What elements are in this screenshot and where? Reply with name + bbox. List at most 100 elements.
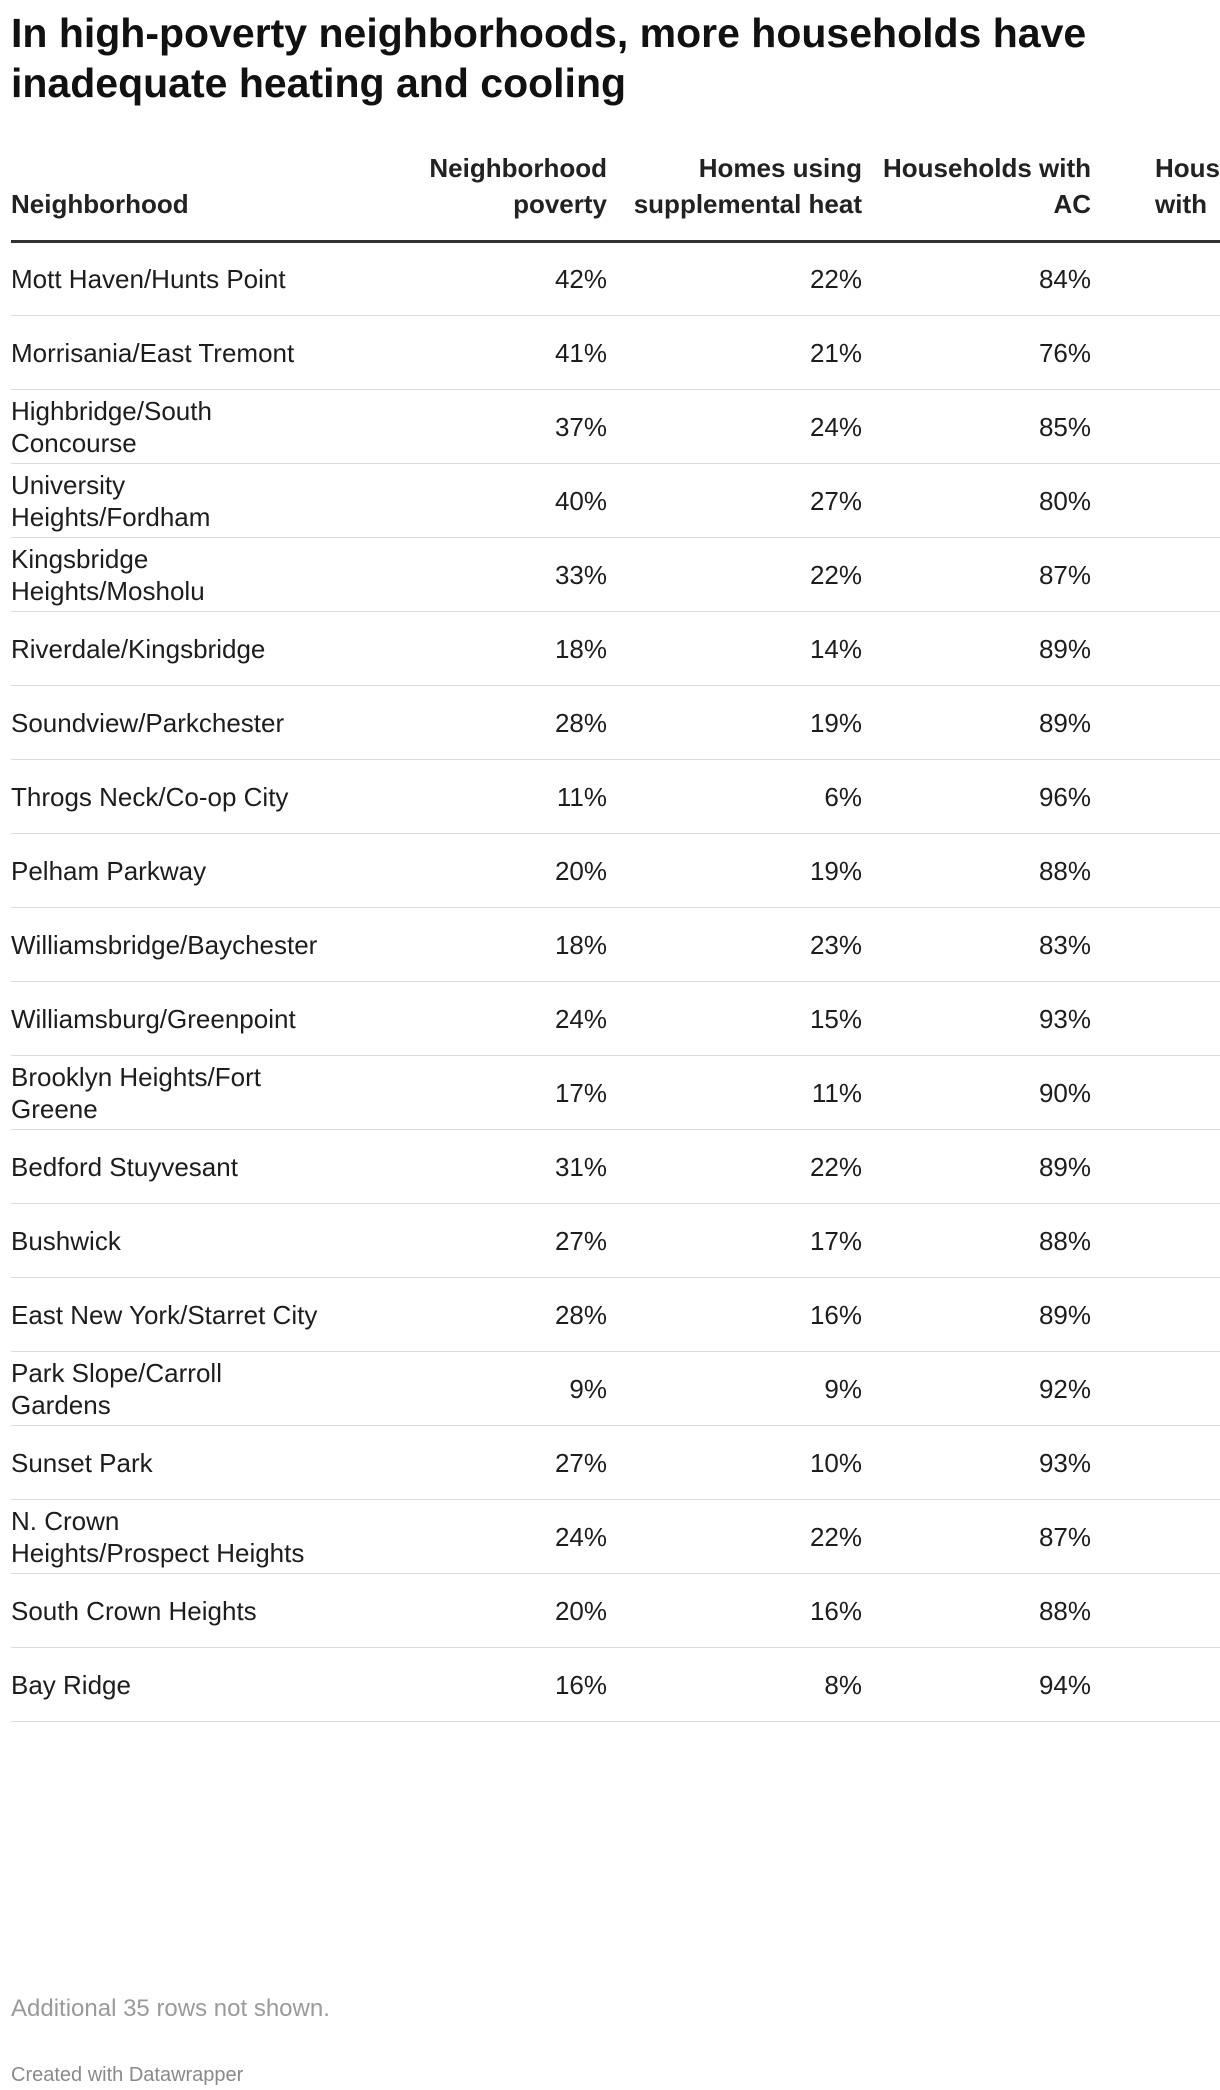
- value-cell: 40%: [360, 463, 607, 538]
- table-row: Bedford Stuyvesant 31% 22% 89%: [11, 1129, 1220, 1204]
- value-cell: 83%: [862, 907, 1091, 982]
- neighborhood-cell: Highbridge/South Concourse: [11, 389, 360, 464]
- value-cell: 24%: [360, 981, 607, 1056]
- clipped-cell: [1091, 1499, 1220, 1574]
- value-cell: 90%: [862, 1055, 1091, 1130]
- value-cell: 87%: [862, 1499, 1091, 1574]
- value-cell: 24%: [360, 1499, 607, 1574]
- value-cell: 9%: [607, 1351, 862, 1426]
- table-row: Highbridge/South Concourse 37% 24% 85%: [11, 389, 1220, 464]
- neighborhood-cell: Williamsburg/Greenpoint: [11, 981, 360, 1056]
- table-row: Mott Haven/Hunts Point 42% 22% 84%: [11, 241, 1220, 316]
- value-cell: 18%: [360, 611, 607, 686]
- value-cell: 37%: [360, 389, 607, 464]
- value-cell: 89%: [862, 611, 1091, 686]
- value-cell: 20%: [360, 833, 607, 908]
- neighborhood-cell: Riverdale/Kingsbridge: [11, 611, 360, 686]
- title: In high-poverty neighborhoods, more hous…: [11, 10, 1087, 106]
- table-row: Riverdale/Kingsbridge 18% 14% 89%: [11, 611, 1220, 686]
- value-cell: 76%: [862, 315, 1091, 390]
- value-cell: 80%: [862, 463, 1091, 538]
- value-cell: 9%: [360, 1351, 607, 1426]
- value-cell: 24%: [607, 389, 862, 464]
- table-row: Throgs Neck/Co-op City 11% 6% 96%: [11, 759, 1220, 834]
- column-header: Households with AC: [862, 150, 1091, 243]
- value-cell: 15%: [607, 981, 862, 1056]
- value-cell: 96%: [862, 759, 1091, 834]
- value-cell: 84%: [862, 241, 1091, 316]
- clipped-cell: [1091, 389, 1220, 464]
- value-cell: 27%: [607, 463, 862, 538]
- clipped-cell: [1091, 1203, 1220, 1278]
- table-row: Kingsbridge Heights/Mosholu 33% 22% 87%: [11, 537, 1220, 612]
- neighborhood-cell: Throgs Neck/Co-op City: [11, 759, 360, 834]
- neighborhood-cell: Sunset Park: [11, 1425, 360, 1500]
- value-cell: 31%: [360, 1129, 607, 1204]
- value-cell: 21%: [607, 315, 862, 390]
- value-cell: 10%: [607, 1425, 862, 1500]
- value-cell: 22%: [607, 1499, 862, 1574]
- header-row: Neighborhood Neighborhood poverty Homes us…: [11, 150, 1220, 243]
- table-row: South Crown Heights 20% 16% 88%: [11, 1573, 1220, 1648]
- value-cell: 23%: [607, 907, 862, 982]
- value-cell: 28%: [360, 685, 607, 760]
- neighborhood-cell: Soundview/Parkchester: [11, 685, 360, 760]
- credit: Created with Datawrapper: [11, 2064, 244, 2086]
- value-cell: 16%: [360, 1647, 607, 1722]
- value-cell: 6%: [607, 759, 862, 834]
- clipped-cell: [1091, 1277, 1220, 1352]
- neighborhood-cell: Bedford Stuyvesant: [11, 1129, 360, 1204]
- table-row: Bushwick 27% 17% 88%: [11, 1203, 1220, 1278]
- data-table: Neighborhood Neighborhood poverty Homes us…: [11, 150, 1220, 1722]
- column-header: Neighborhood poverty: [360, 150, 607, 243]
- column-header: Homes using supplemental heat: [607, 150, 862, 243]
- value-cell: 18%: [360, 907, 607, 982]
- neighborhood-cell: University Heights/Fordham: [11, 463, 360, 538]
- neighborhood-cell: Park Slope/Carroll Gardens: [11, 1351, 360, 1426]
- clipped-cell: [1091, 537, 1220, 612]
- value-cell: 89%: [862, 685, 1091, 760]
- value-cell: 8%: [607, 1647, 862, 1722]
- value-cell: 42%: [360, 241, 607, 316]
- value-cell: 41%: [360, 315, 607, 390]
- clipped-cell: [1091, 833, 1220, 908]
- table-row: Williamsbridge/Baychester 18% 23% 83%: [11, 907, 1220, 982]
- clipped-cell: [1091, 241, 1220, 316]
- value-cell: 20%: [360, 1573, 607, 1648]
- table-row: Park Slope/Carroll Gardens 9% 9% 92%: [11, 1351, 1220, 1426]
- clipped-cell: [1091, 1647, 1220, 1722]
- table-row: East New York/Starret City 28% 16% 89%: [11, 1277, 1220, 1352]
- value-cell: 11%: [607, 1055, 862, 1130]
- value-cell: 27%: [360, 1203, 607, 1278]
- value-cell: 17%: [607, 1203, 862, 1278]
- column-header: Hous with: [1091, 150, 1220, 243]
- neighborhood-cell: Pelham Parkway: [11, 833, 360, 908]
- value-cell: 11%: [360, 759, 607, 834]
- neighborhood-cell: East New York/Starret City: [11, 1277, 360, 1352]
- value-cell: 19%: [607, 833, 862, 908]
- table-row: Brooklyn Heights/Fort Greene 17% 11% 90%: [11, 1055, 1220, 1130]
- neighborhood-cell: Williamsbridge/Baychester: [11, 907, 360, 982]
- neighborhood-cell: Kingsbridge Heights/Mosholu: [11, 537, 360, 612]
- value-cell: 87%: [862, 537, 1091, 612]
- neighborhood-cell: Mott Haven/Hunts Point: [11, 241, 360, 316]
- table-body: Mott Haven/Hunts Point 42% 22% 84% Morrisani…: [11, 241, 1220, 1722]
- clipped-cell: [1091, 611, 1220, 686]
- clipped-cell: [1091, 315, 1220, 390]
- value-cell: 85%: [862, 389, 1091, 464]
- value-cell: 19%: [607, 685, 862, 760]
- table-row: Pelham Parkway 20% 19% 88%: [11, 833, 1220, 908]
- value-cell: 94%: [862, 1647, 1091, 1722]
- value-cell: 28%: [360, 1277, 607, 1352]
- clipped-cell: [1091, 1425, 1220, 1500]
- clipped-cell: [1091, 463, 1220, 538]
- value-cell: 33%: [360, 537, 607, 612]
- value-cell: 92%: [862, 1351, 1091, 1426]
- table-row: Soundview/Parkchester 28% 19% 89%: [11, 685, 1220, 760]
- value-cell: 88%: [862, 1203, 1091, 1278]
- table-row: N. Crown Heights/Prospect Heights 24% 22% 8…: [11, 1499, 1220, 1574]
- clipped-cell: [1091, 1055, 1220, 1130]
- clipped-cell: [1091, 1351, 1220, 1426]
- clipped-cell: [1091, 1573, 1220, 1648]
